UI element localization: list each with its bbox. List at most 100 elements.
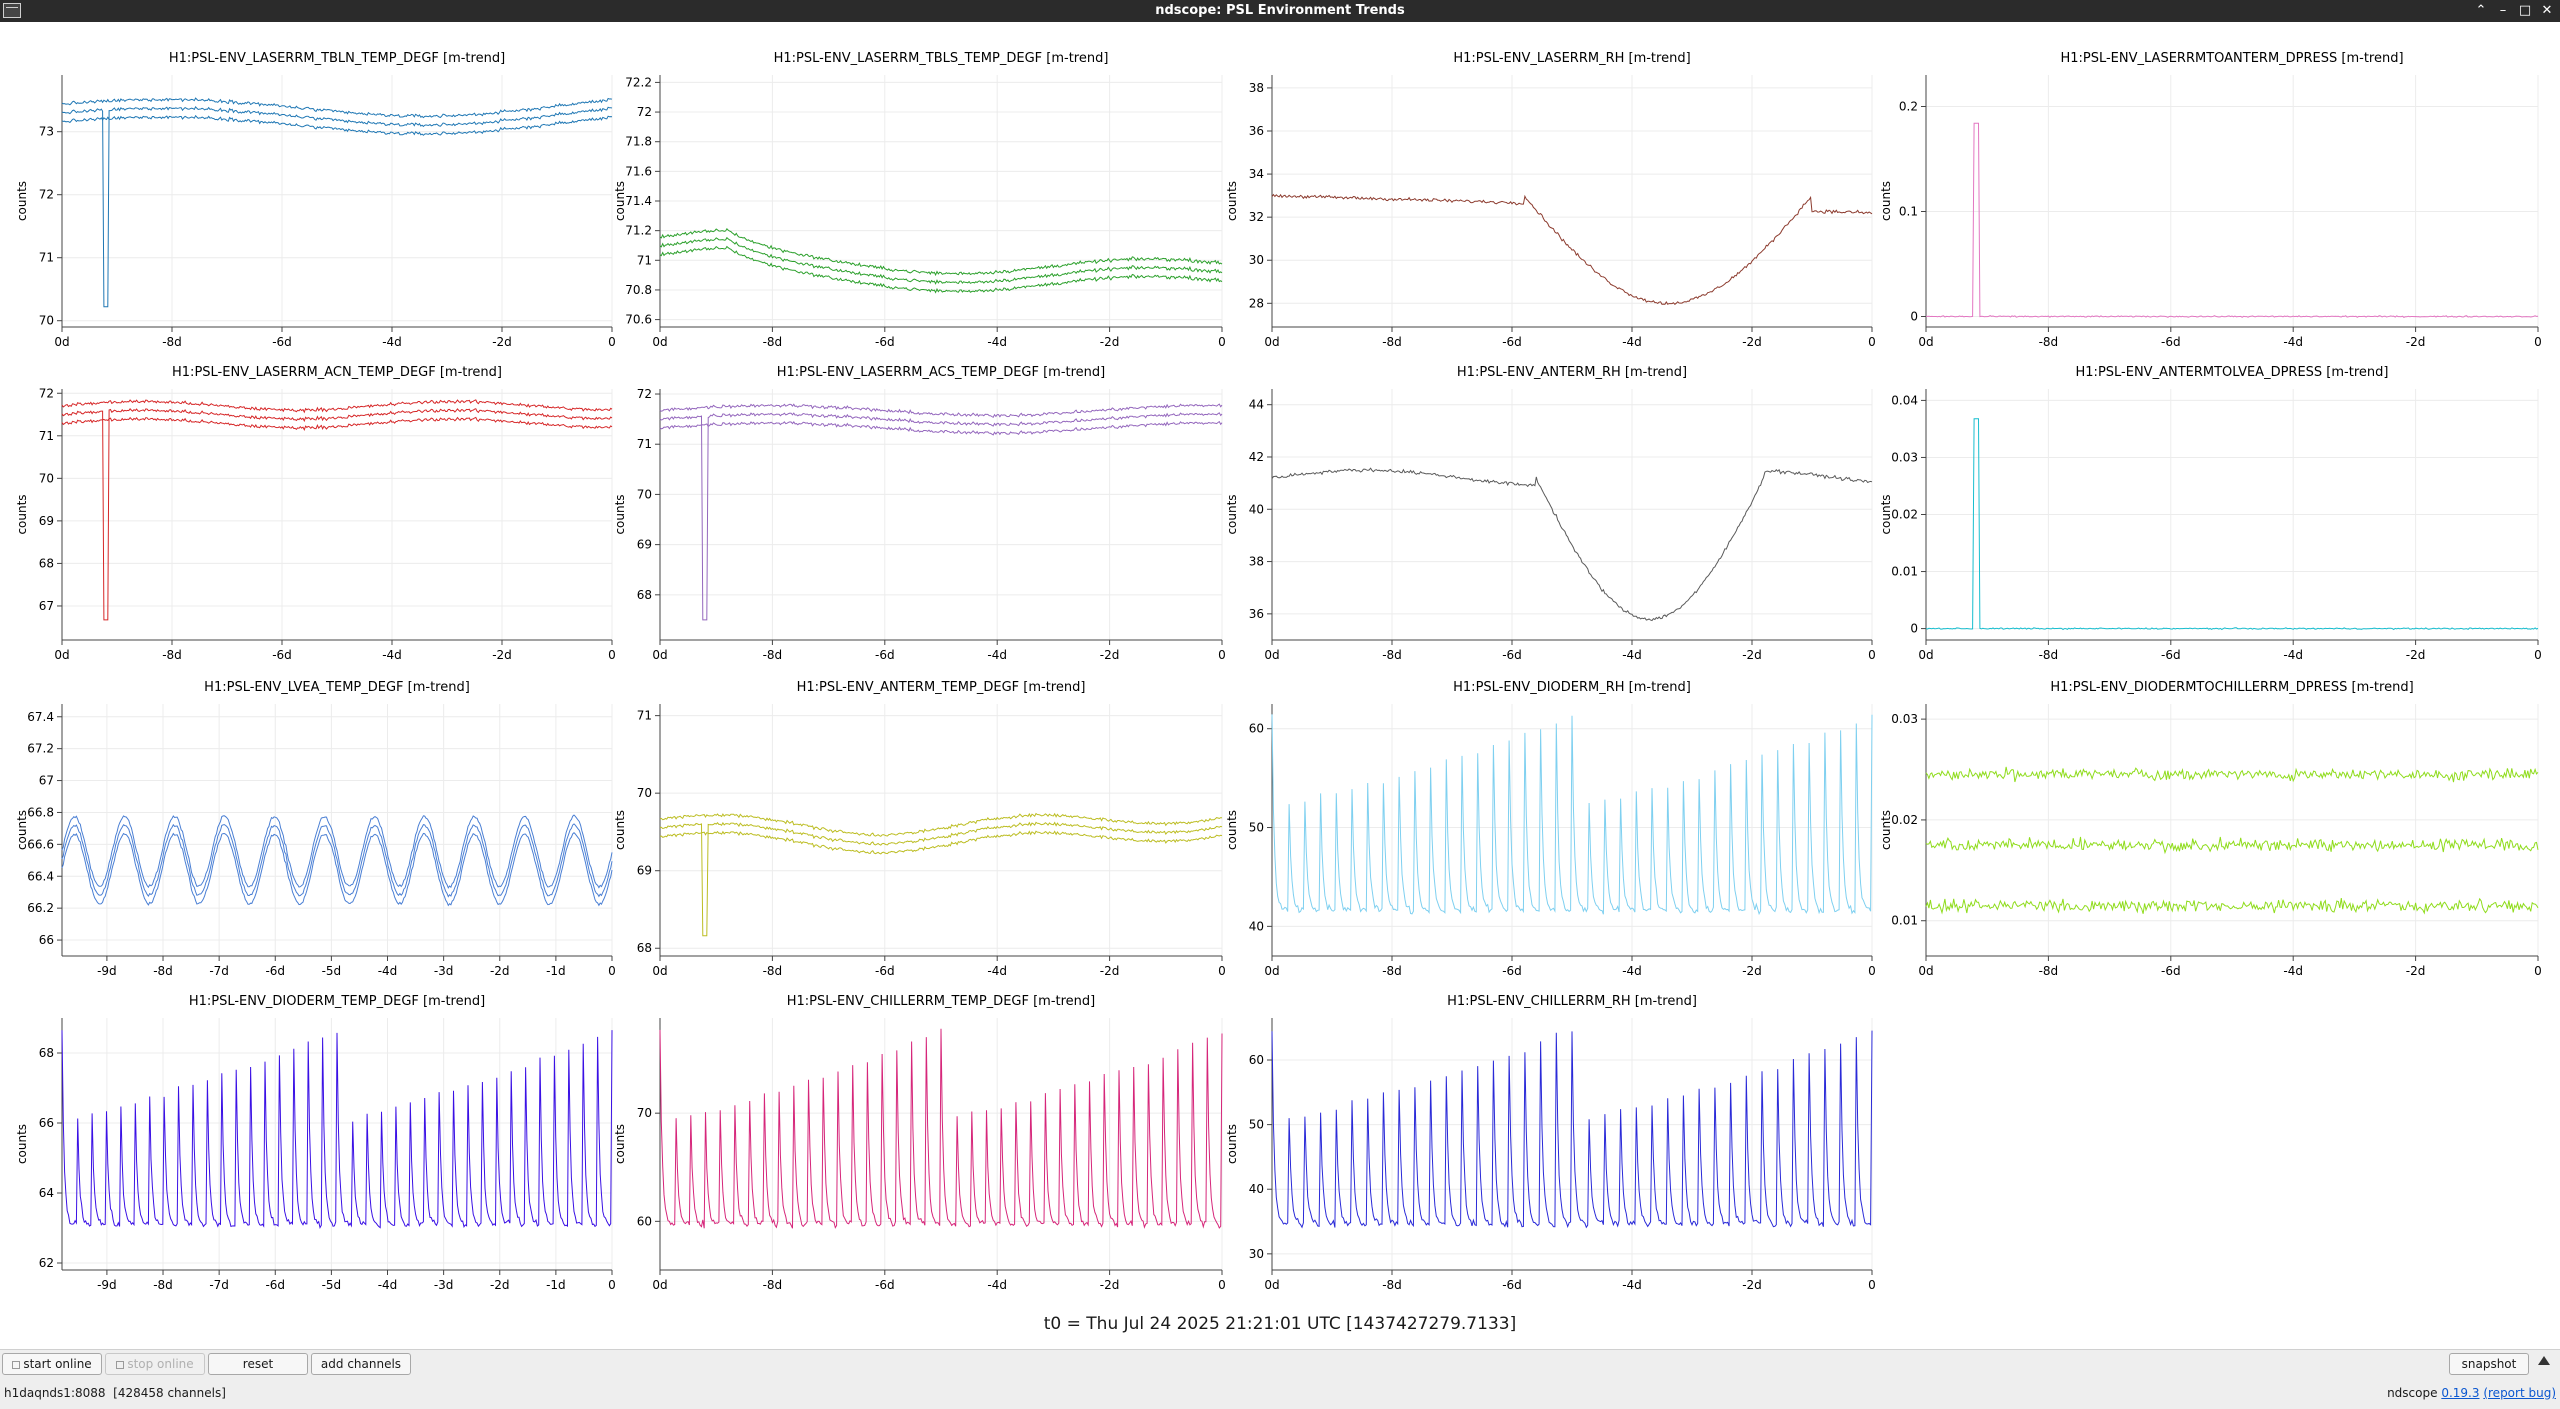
plot-6[interactable]: H1:PSL-ENV_LASERRM_ACS_TEMP_DEGF [m-tren… [613, 365, 1226, 662]
y-axis-label: counts [15, 810, 29, 850]
y-tick-label: 60 [1249, 722, 1264, 736]
y-tick-label: 68 [39, 556, 54, 570]
trace-min [61, 114, 613, 136]
x-tick-label: -4d [1622, 335, 1642, 349]
report-bug-link[interactable]: (report bug) [2483, 1386, 2556, 1400]
y-axis-label: counts [1225, 181, 1239, 221]
plot-11[interactable]: H1:PSL-ENV_DIODERM_RH [m-trend] counts 60 5… [1225, 680, 1876, 978]
x-tick-label: -6d [875, 1278, 895, 1292]
trace-max [659, 812, 1223, 837]
x-tick-label: 0 [608, 335, 616, 349]
x-tick-label: -6d [1502, 648, 1522, 662]
x-tick-label: 0d [652, 964, 667, 978]
x-tick-label: -2d [492, 648, 512, 662]
x-tick-label: -4d [382, 648, 402, 662]
y-tick-label: 68 [637, 941, 652, 955]
plot-8[interactable]: H1:PSL-ENV_ANTERMTOLVEA_DPRESS [m-trend]… [1879, 365, 2542, 662]
app-window-icon[interactable] [3, 3, 21, 18]
x-tick-label: 0 [2534, 964, 2542, 978]
y-tick-label: 68 [39, 1046, 54, 1060]
x-tick-label: -7d [209, 1278, 229, 1292]
plot-9[interactable]: H1:PSL-ENV_LVEA_TEMP_DEGF [m-trend] count… [15, 680, 616, 978]
play-icon [12, 1361, 21, 1369]
add-channels-button[interactable]: add channels [311, 1353, 411, 1375]
y-tick-label: 38 [1249, 81, 1264, 95]
x-tick-label: -6d [1502, 964, 1522, 978]
plot-title: H1:PSL-ENV_ANTERM_RH [m-trend] [1457, 365, 1687, 380]
plot-4[interactable]: H1:PSL-ENV_LASERRMTOANTERM_DPRESS [m-tre… [1879, 51, 2542, 349]
trace-mean [61, 823, 613, 898]
triangle-up-icon[interactable] [2538, 1356, 2550, 1365]
y-tick-label: 0 [1910, 310, 1918, 324]
x-tick-label: -8d [2039, 648, 2059, 662]
snapshot-button[interactable]: snapshot [2449, 1353, 2529, 1375]
y-tick-label: 66.2 [27, 901, 54, 915]
y-tick-label: 71 [637, 253, 652, 267]
plot-10[interactable]: H1:PSL-ENV_ANTERM_TEMP_DEGF [m-trend] cou… [613, 680, 1226, 978]
x-tick-label: 0d [1264, 1278, 1279, 1292]
x-tick-label: -1d [546, 1278, 566, 1292]
y-tick-label: 0.03 [1891, 712, 1918, 726]
y-axis-label: counts [15, 1124, 29, 1164]
y-tick-label: 0.01 [1891, 565, 1918, 579]
y-axis-label: counts [613, 1124, 627, 1164]
minimize-icon[interactable]: – [2499, 3, 2507, 18]
y-tick-label: 60 [1249, 1053, 1264, 1067]
x-tick-label: -2d [490, 1278, 510, 1292]
x-tick-label: -8d [2039, 964, 2059, 978]
x-tick-label: -8d [1382, 964, 1402, 978]
trace-mean [1271, 1030, 1873, 1229]
plot-7[interactable]: H1:PSL-ENV_ANTERM_RH [m-trend] counts 44 42… [1225, 365, 1876, 662]
maximize-icon[interactable]: □ [2518, 3, 2532, 18]
stop-online-button[interactable]: stop online [105, 1353, 205, 1375]
y-axis-label: counts [613, 810, 627, 850]
trace-min [61, 416, 613, 431]
plot-5[interactable]: H1:PSL-ENV_LASERRM_ACN_TEMP_DEGF [m-tren… [15, 365, 616, 662]
y-tick-label: 0.01 [1891, 914, 1918, 928]
y-tick-label: 70.6 [625, 313, 652, 327]
x-tick-label: 0 [608, 1278, 616, 1292]
y-tick-label: 30 [1249, 1247, 1264, 1261]
window-title-bar: ndscope: PSL Environment Trends ⌃ – □ ✕ [0, 0, 2560, 22]
y-tick-label: 69 [637, 538, 652, 552]
plot-title: H1:PSL-ENV_DIODERM_RH [m-trend] [1453, 680, 1691, 695]
version-link[interactable]: 0.19.3 [2441, 1386, 2480, 1400]
y-tick-label: 72 [39, 386, 54, 400]
plot-12[interactable]: H1:PSL-ENV_DIODERMTOCHILLERRM_DPRESS [m-… [1879, 680, 2542, 978]
plot-title: H1:PSL-ENV_LASERRMTOANTERM_DPRESS [m-tre… [2060, 51, 2403, 66]
plot-3[interactable]: H1:PSL-ENV_LASERRM_RH [m-trend] counts 38 3… [1225, 51, 1876, 349]
y-tick-label: 60 [637, 1214, 652, 1228]
y-tick-label: 70.8 [625, 283, 652, 297]
trace-min [659, 420, 1223, 436]
reset-button[interactable]: reset [208, 1353, 308, 1375]
y-tick-label: 72.2 [625, 75, 652, 89]
y-tick-label: 68 [637, 588, 652, 602]
x-tick-label: -9d [97, 964, 117, 978]
y-tick-label: 36 [1249, 607, 1264, 621]
x-tick-label: -4d [987, 964, 1007, 978]
chevron-up-icon[interactable]: ⌃ [2475, 3, 2487, 18]
start-online-button[interactable]: start online [2, 1353, 102, 1375]
x-tick-label: 0 [608, 648, 616, 662]
plot-15[interactable]: H1:PSL-ENV_CHILLERRM_RH [m-trend] counts 6… [1225, 994, 1876, 1292]
trace-max [659, 403, 1223, 418]
x-tick-label: -4d [378, 964, 398, 978]
x-tick-label: -6d [2161, 648, 2181, 662]
y-tick-label: 66.4 [27, 869, 54, 883]
x-tick-label: -2d [2406, 335, 2426, 349]
plot-13[interactable]: H1:PSL-ENV_DIODERM_TEMP_DEGF [m-trend] co… [15, 994, 616, 1292]
y-tick-label: 71 [39, 251, 54, 265]
y-tick-label: 40 [1249, 502, 1264, 516]
y-axis-label: counts [613, 181, 627, 221]
y-tick-label: 67 [39, 599, 54, 613]
y-tick-label: 40 [1249, 919, 1264, 933]
close-icon[interactable]: ✕ [2541, 3, 2553, 18]
plot-title: H1:PSL-ENV_ANTERMTOLVEA_DPRESS [m-trend] [2076, 365, 2389, 380]
plot-1[interactable]: H1:PSL-ENV_LASERRM_TBLN_TEMP_DEGF [m-tre… [15, 51, 616, 349]
x-tick-label: -6d [875, 964, 895, 978]
plot-14[interactable]: H1:PSL-ENV_CHILLERRM_TEMP_DEGF [m-trend]… [613, 994, 1226, 1292]
plot-2[interactable]: H1:PSL-ENV_LASERRM_TBLS_TEMP_DEGF [m-tre… [613, 51, 1226, 349]
x-tick-label: -4d [1622, 964, 1642, 978]
x-tick-label: -4d [987, 335, 1007, 349]
x-tick-label: 0d [1918, 964, 1933, 978]
